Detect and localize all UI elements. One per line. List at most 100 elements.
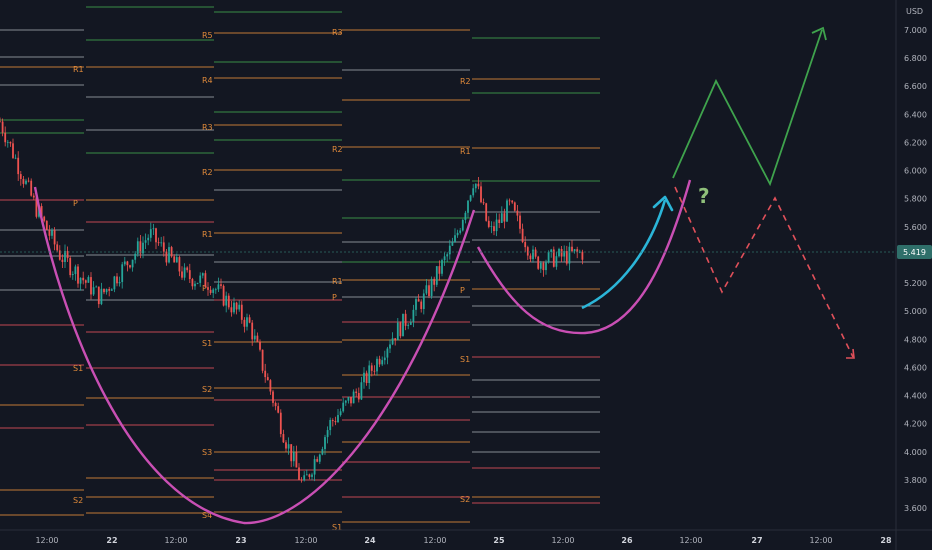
drawings: ? bbox=[33, 26, 855, 525]
candle-body bbox=[508, 200, 511, 202]
candle-body bbox=[173, 256, 176, 263]
y-tick-label: 5.600 bbox=[904, 223, 927, 232]
candle-body bbox=[558, 248, 560, 257]
candle-body bbox=[118, 281, 121, 284]
candle-body bbox=[134, 253, 137, 260]
candle-body bbox=[295, 452, 298, 468]
candle-body bbox=[144, 240, 147, 243]
candle-body bbox=[214, 289, 217, 291]
candle-body bbox=[264, 370, 267, 378]
x-tick-label: 12:00 bbox=[423, 536, 446, 545]
pivot-label: R4 bbox=[202, 76, 213, 85]
candle-body bbox=[576, 249, 579, 253]
candle-body bbox=[399, 322, 402, 337]
pivot-label: S2 bbox=[460, 495, 470, 504]
pivot-label: S1 bbox=[332, 523, 342, 532]
candle-body bbox=[378, 358, 381, 365]
y-tick-label: 7.000 bbox=[904, 26, 927, 35]
candle-body bbox=[53, 230, 56, 245]
candle-body bbox=[238, 304, 241, 310]
candle-body bbox=[464, 212, 467, 220]
bearish-projection-path bbox=[674, 186, 854, 358]
candle-body bbox=[407, 324, 410, 326]
candle-body bbox=[155, 228, 157, 243]
candle-body bbox=[300, 479, 303, 481]
candle-body bbox=[79, 277, 82, 284]
candle-body bbox=[149, 229, 152, 238]
candle-body bbox=[537, 256, 540, 269]
candle-body bbox=[477, 183, 480, 187]
candle-body bbox=[209, 289, 212, 293]
candle-body bbox=[87, 277, 90, 283]
candle-body bbox=[194, 283, 196, 287]
candle-body bbox=[259, 341, 261, 350]
candle-body bbox=[324, 437, 326, 450]
candle-body bbox=[12, 143, 14, 158]
candle-body bbox=[243, 319, 246, 327]
candle-body bbox=[534, 249, 537, 257]
pivot-label: R1 bbox=[332, 277, 343, 286]
candle-body bbox=[469, 195, 472, 201]
pivot-label: R2 bbox=[332, 145, 343, 154]
candle-body bbox=[339, 411, 342, 416]
candle-body bbox=[350, 397, 352, 404]
candle-body bbox=[529, 255, 532, 260]
candle-body bbox=[113, 276, 116, 290]
candle-body bbox=[560, 248, 563, 257]
candle-body bbox=[498, 219, 501, 223]
bearish-projection-arrowhead bbox=[846, 348, 855, 359]
pivot-label: S1 bbox=[202, 339, 212, 348]
candle-body bbox=[402, 313, 404, 337]
pivot-label: R5 bbox=[202, 31, 213, 40]
candle-body bbox=[581, 251, 584, 260]
candle-body bbox=[303, 475, 306, 481]
candle-body bbox=[482, 202, 485, 204]
candle-body bbox=[152, 228, 155, 230]
candle-body bbox=[142, 242, 144, 254]
candle-body bbox=[331, 420, 334, 422]
candle-body bbox=[100, 288, 103, 305]
candle-body bbox=[279, 412, 282, 435]
candle-body bbox=[342, 402, 345, 412]
candle-body bbox=[467, 200, 469, 213]
x-tick-label: 28 bbox=[880, 536, 892, 545]
pivot-label: P bbox=[73, 199, 78, 208]
candle-body bbox=[334, 421, 337, 423]
pivot-label: S2 bbox=[202, 385, 212, 394]
y-tick-label: 6.600 bbox=[904, 82, 927, 91]
pivot-label: P bbox=[202, 284, 207, 293]
candle-body bbox=[368, 365, 371, 384]
candle-body bbox=[162, 242, 165, 252]
candle-body bbox=[30, 180, 33, 196]
candle-body bbox=[1, 121, 4, 133]
pivot-label: S2 bbox=[73, 496, 83, 505]
candle-body bbox=[433, 278, 436, 285]
x-tick-label: 12:00 bbox=[164, 536, 187, 545]
candle-body bbox=[555, 256, 558, 267]
x-tick-label: 27 bbox=[751, 536, 762, 545]
candle-body bbox=[383, 357, 386, 361]
x-tick-label: 12:00 bbox=[551, 536, 574, 545]
y-tick-label: 5.000 bbox=[904, 307, 927, 316]
candle-body bbox=[532, 249, 534, 260]
candle-body bbox=[58, 250, 61, 260]
x-tick-label: 12:00 bbox=[809, 536, 832, 545]
candle-body bbox=[170, 247, 173, 257]
candle-body bbox=[373, 370, 376, 372]
candle-body bbox=[370, 365, 373, 371]
candle-body bbox=[77, 266, 79, 284]
candle-body bbox=[22, 178, 25, 184]
price-badge-text: 5.419 bbox=[903, 248, 926, 257]
candle-body bbox=[511, 200, 514, 203]
candle-body bbox=[212, 289, 215, 293]
y-tick-label: 6.000 bbox=[904, 167, 927, 176]
pivot-label: R3 bbox=[202, 123, 213, 132]
candle-body bbox=[357, 393, 360, 400]
candle-body bbox=[43, 216, 46, 221]
candle-body bbox=[347, 397, 350, 401]
candle-body bbox=[381, 360, 384, 365]
candle-body bbox=[256, 335, 259, 342]
candle-body bbox=[443, 256, 446, 261]
